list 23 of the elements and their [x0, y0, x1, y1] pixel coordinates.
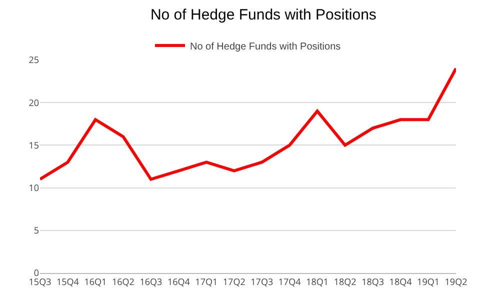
- x-tick-label: 18Q2: [334, 274, 356, 288]
- x-tick-label: 16Q3: [140, 274, 162, 288]
- x-tick-label: 18Q4: [389, 274, 412, 288]
- y-tick-label: 25: [28, 53, 39, 66]
- x-tick-label: 17Q1: [195, 274, 218, 288]
- x-tick-label: 19Q1: [417, 274, 440, 288]
- x-tick-label: 18Q1: [306, 274, 329, 288]
- line-series: [40, 67, 456, 181]
- x-tick-label: 17Q4: [278, 274, 301, 288]
- x-tick-label: 18Q3: [362, 274, 384, 288]
- y-tick-label: 5: [34, 224, 39, 237]
- x-tick-label: 17Q3: [250, 274, 274, 288]
- chart-title: No of Hedge Funds with Positions: [150, 6, 376, 24]
- x-tick-label: 16Q1: [84, 274, 107, 288]
- x-tick-label: 17Q2: [222, 274, 246, 288]
- x-tick-label: 16Q2: [112, 274, 134, 288]
- y-tick-label: 10: [28, 180, 39, 194]
- x-tick-label: 19Q2: [444, 274, 468, 288]
- x-tick-label: 16Q4: [167, 274, 190, 288]
- y-tick-label: 20: [28, 96, 39, 109]
- x-tick-label: 15Q4: [56, 274, 79, 288]
- y-tick-label: 15: [28, 138, 39, 152]
- legend-label: No of Hedge Funds with Positions: [190, 41, 341, 52]
